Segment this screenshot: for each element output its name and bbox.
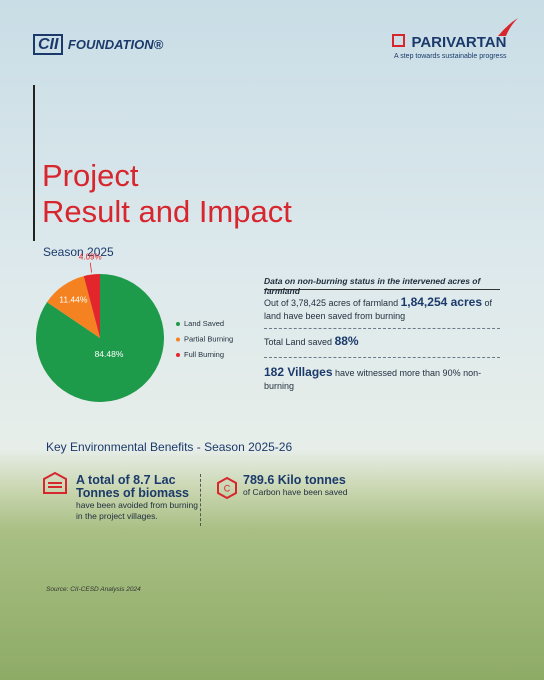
legend-label: Partial Burning [184,334,233,343]
value-label: 4.09% [79,253,102,262]
benefits-heading: Key Environmental Benefits - Season 2025… [46,440,293,454]
cii-logo: CII FOUNDATION® [33,34,164,55]
legend-swatch [176,337,180,342]
row-text: Out of 3,78,425 acres of farmland [264,298,401,308]
benefit-text: have been avoided from burning in the pr… [76,500,198,521]
panel-row: 182 Villages have witnessed more than 90… [264,366,504,393]
title-line: Result and Impact [42,194,292,229]
pie-chart: 84.48% 11.44% 4.09% Land Saved Partial Burni… [36,253,233,402]
benefit-highlight: 789.6 Kilo tonnes [243,473,346,487]
legend-swatch [176,322,180,326]
chart-title: Season 2025 [43,245,114,259]
benefit-text: of Carbon have been saved [243,487,348,497]
panel-row: Out of 3,78,425 acres of farmland 1,84,2… [264,296,504,323]
row-highlight: 1,84,254 acres [400,295,482,309]
benefit-divider [200,474,201,526]
separator [264,328,500,329]
svg-text:C: C [224,483,231,493]
benefit: 789.6 Kilo tonnes of Carbon have been sa… [243,474,403,498]
brand-name: PARIVARTAN [411,34,507,51]
row-highlight: 88% [334,334,359,348]
legend-label: Full Burning [184,350,224,359]
value-label: 84.48% [95,349,124,359]
brand-logo: PARIVARTAN [392,34,506,52]
value-label: 11.44% [59,295,88,305]
page-title: Project Result and Impact [42,158,292,230]
accent-line [33,85,35,241]
brand-swoosh [498,18,518,36]
separator [264,357,500,358]
foundation-text: FOUNDATION® [67,37,164,52]
biomass-icon [43,471,67,494]
carbon-icon: C [217,476,237,500]
heading-rule [264,289,500,290]
benefit-highlight: A total of 8.7 Lac Tonnes of biomass [76,473,189,500]
panel-heading: Data on non-burning status in the interv… [264,276,481,296]
row-highlight: 182 Villages [264,365,333,379]
pie-slice [47,276,100,338]
leader-line [89,262,92,273]
brand-tagline: A step towards sustainable progress [394,53,507,60]
panel-row: Total Land saved 88% [264,335,504,349]
row-text: Total Land saved [264,337,335,347]
legend-label: Land Saved [184,319,224,328]
pie-slice [83,274,100,338]
legend-swatch [176,353,180,357]
row-text: have witnessed more than 90% non-burning [264,368,482,391]
cii-mark: CII [33,34,64,55]
title-line: Project [42,158,139,193]
benefit: A total of 8.7 Lac Tonnes of biomass hav… [76,474,206,522]
row-text: of land have been saved from burning [264,298,493,321]
source-note: Source: CII-CESD Analysis 2024 [46,586,141,593]
